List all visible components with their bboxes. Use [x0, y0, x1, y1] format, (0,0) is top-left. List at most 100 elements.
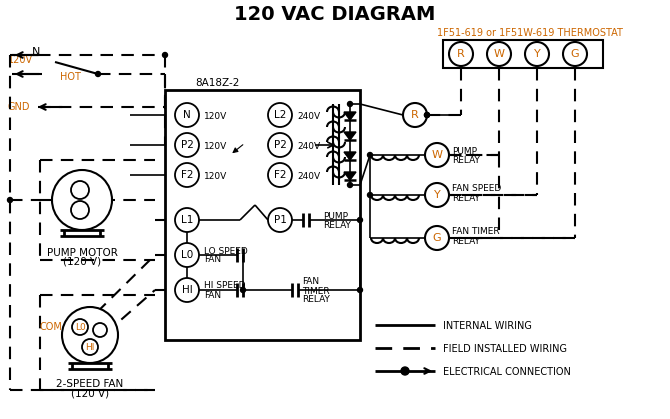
Text: GND: GND: [8, 102, 31, 112]
Text: HI: HI: [85, 342, 94, 352]
Text: R: R: [411, 110, 419, 120]
Circle shape: [425, 226, 449, 250]
Text: F2: F2: [181, 170, 193, 180]
Text: FAN SPEED: FAN SPEED: [452, 184, 501, 192]
Text: HOT: HOT: [60, 72, 81, 82]
Circle shape: [368, 153, 373, 158]
Text: TIMER: TIMER: [302, 287, 330, 295]
Circle shape: [7, 197, 13, 202]
Text: FAN TIMER: FAN TIMER: [452, 227, 500, 235]
Text: RELAY: RELAY: [452, 194, 480, 202]
Circle shape: [71, 181, 89, 199]
Text: 120 VAC DIAGRAM: 120 VAC DIAGRAM: [234, 5, 436, 23]
Circle shape: [563, 42, 587, 66]
Text: P1: P1: [273, 215, 287, 225]
Text: HI: HI: [182, 285, 192, 295]
Polygon shape: [344, 172, 356, 180]
Text: P2: P2: [180, 140, 194, 150]
Circle shape: [241, 287, 245, 292]
Circle shape: [93, 323, 107, 337]
Circle shape: [525, 42, 549, 66]
Text: FAN: FAN: [302, 277, 319, 287]
Polygon shape: [344, 132, 356, 140]
Circle shape: [52, 170, 112, 230]
Text: G: G: [433, 233, 442, 243]
Circle shape: [425, 143, 449, 167]
Circle shape: [425, 183, 449, 207]
Text: HI SPEED: HI SPEED: [204, 282, 245, 290]
Bar: [165, 90, 360, 340]
Text: Y: Y: [533, 49, 541, 59]
Bar: [443, 40, 603, 68]
Text: PUMP MOTOR: PUMP MOTOR: [46, 248, 117, 258]
Text: G: G: [571, 49, 580, 59]
Circle shape: [487, 42, 511, 66]
Circle shape: [175, 278, 199, 302]
Text: RELAY: RELAY: [452, 155, 480, 165]
Circle shape: [175, 163, 199, 187]
Text: 120V: 120V: [8, 55, 33, 65]
Circle shape: [425, 112, 429, 117]
Text: COM: COM: [40, 322, 63, 332]
Text: RELAY: RELAY: [323, 220, 351, 230]
Circle shape: [175, 133, 199, 157]
Circle shape: [403, 103, 427, 127]
Text: 120V: 120V: [204, 142, 227, 150]
Circle shape: [175, 208, 199, 232]
Polygon shape: [344, 152, 356, 160]
Text: 240V: 240V: [297, 111, 320, 121]
Circle shape: [175, 103, 199, 127]
Circle shape: [268, 103, 292, 127]
Circle shape: [175, 243, 199, 267]
Circle shape: [358, 217, 362, 222]
Text: L1: L1: [181, 215, 193, 225]
Circle shape: [449, 42, 473, 66]
Text: (120 V): (120 V): [71, 388, 109, 398]
Text: W: W: [431, 150, 442, 160]
Circle shape: [96, 72, 100, 77]
Text: L0: L0: [181, 250, 193, 260]
Circle shape: [401, 367, 409, 375]
Circle shape: [268, 133, 292, 157]
Circle shape: [71, 201, 89, 219]
Text: RELAY: RELAY: [302, 295, 330, 305]
Circle shape: [62, 307, 118, 363]
Text: ELECTRICAL CONNECTION: ELECTRICAL CONNECTION: [443, 367, 571, 377]
Text: 8A18Z-2: 8A18Z-2: [195, 78, 239, 88]
Text: RELAY: RELAY: [452, 236, 480, 246]
Text: FAN: FAN: [204, 256, 221, 264]
Text: 120V: 120V: [204, 111, 227, 121]
Text: FIELD INSTALLED WIRING: FIELD INSTALLED WIRING: [443, 344, 567, 354]
Circle shape: [268, 208, 292, 232]
Text: L2: L2: [274, 110, 286, 120]
Text: 240V: 240V: [297, 142, 320, 150]
Text: Y: Y: [433, 190, 440, 200]
Text: R: R: [457, 49, 465, 59]
Polygon shape: [344, 112, 356, 120]
Text: LO SPEED: LO SPEED: [204, 246, 248, 256]
Text: N: N: [183, 110, 191, 120]
Circle shape: [348, 101, 352, 106]
Text: 240V: 240V: [297, 171, 320, 181]
Text: W: W: [494, 49, 505, 59]
Circle shape: [425, 112, 429, 117]
Text: PUMP: PUMP: [323, 212, 348, 220]
Circle shape: [358, 287, 362, 292]
Circle shape: [72, 319, 88, 335]
Text: PUMP: PUMP: [452, 147, 477, 155]
Circle shape: [348, 183, 352, 187]
Text: 120V: 120V: [204, 171, 227, 181]
Circle shape: [368, 192, 373, 197]
Text: INTERNAL WIRING: INTERNAL WIRING: [443, 321, 532, 331]
Text: 2-SPEED FAN: 2-SPEED FAN: [56, 379, 124, 389]
Circle shape: [82, 339, 98, 355]
Text: 1F51-619 or 1F51W-619 THERMOSTAT: 1F51-619 or 1F51W-619 THERMOSTAT: [437, 28, 623, 38]
Text: FAN: FAN: [204, 290, 221, 300]
Text: (120 V): (120 V): [63, 257, 101, 267]
Text: N: N: [31, 47, 40, 57]
Text: F2: F2: [274, 170, 286, 180]
Text: P2: P2: [273, 140, 287, 150]
Circle shape: [163, 52, 168, 57]
Circle shape: [268, 163, 292, 187]
Text: L0: L0: [74, 323, 85, 331]
